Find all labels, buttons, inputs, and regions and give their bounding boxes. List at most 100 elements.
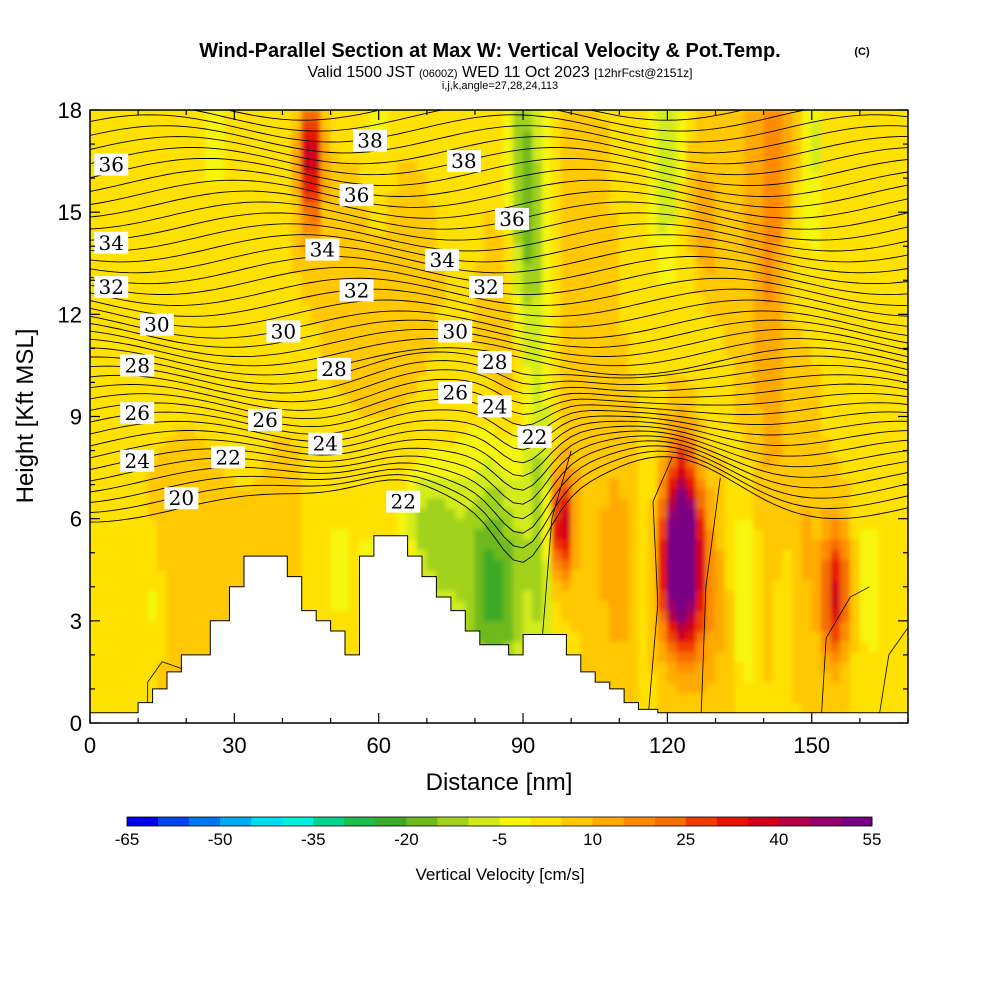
shading-cell (435, 405, 447, 417)
shading-cell (90, 375, 101, 387)
shading-cell (618, 640, 630, 652)
shading-cell (214, 579, 226, 591)
shading-cell (840, 303, 851, 315)
shading-cell (166, 436, 178, 448)
shading-cell (416, 548, 428, 561)
shading-cell (99, 599, 110, 612)
shading-cell (551, 385, 563, 397)
shading-cell (445, 548, 457, 561)
shading-cell (455, 569, 466, 581)
shading-cell (849, 334, 861, 346)
shading-cell (176, 620, 187, 632)
shading-cell (801, 232, 813, 244)
shading-cell (705, 487, 717, 499)
shading-cell (262, 375, 274, 387)
shading-cell (609, 181, 620, 193)
shading-cell (772, 252, 784, 264)
shading-cell (782, 293, 794, 305)
shading-cell (782, 405, 794, 417)
shading-cell (243, 344, 255, 356)
shading-cell (743, 201, 755, 213)
shading-cell (339, 620, 351, 632)
shading-cell (426, 150, 437, 162)
shading-cell (233, 262, 245, 274)
shading-cell (387, 364, 399, 377)
shading-cell (301, 364, 312, 377)
shading-cell (820, 569, 832, 581)
shading-cell (512, 272, 524, 285)
shading-cell (734, 507, 745, 520)
shading-cell (156, 293, 168, 305)
shading-cell (772, 426, 784, 438)
shading-cell (551, 150, 563, 162)
shading-cell (262, 364, 274, 377)
shading-cell (561, 324, 572, 336)
shading-cell (224, 436, 235, 448)
shading-cell (676, 129, 688, 142)
shading-cell (551, 221, 563, 234)
shading-cell (666, 507, 678, 520)
shading-cell (686, 395, 697, 407)
shading-cell (686, 385, 697, 397)
shading-cell (522, 477, 534, 489)
shading-cell (407, 252, 418, 264)
shading-cell (416, 313, 428, 326)
shading-cell (840, 579, 851, 591)
shading-cell (407, 395, 418, 407)
shading-cell (849, 160, 861, 172)
shading-cell (676, 242, 688, 254)
subtitle-date: WED 11 Oct 2023 (462, 64, 590, 81)
shading-cell (281, 497, 293, 509)
shading-cell (137, 671, 149, 683)
shading-cell (464, 201, 476, 213)
shading-cell (811, 140, 822, 152)
shading-cell (676, 640, 688, 652)
shading-cell (647, 283, 659, 295)
shading-cell (541, 150, 553, 162)
shading-cell (561, 242, 572, 254)
shading-cell (849, 324, 861, 336)
shading-cell (869, 538, 880, 550)
shading-cell (378, 242, 389, 254)
shading-cell (570, 150, 582, 162)
shading-cell (695, 283, 707, 295)
shading-cell (243, 436, 255, 448)
shading-cell (647, 640, 659, 652)
shading-cell (811, 436, 822, 448)
shading-cell (320, 129, 332, 142)
shading-cell (840, 507, 851, 520)
shading-cell (387, 211, 399, 223)
shading-cell (455, 283, 466, 295)
shading-cell (628, 252, 640, 264)
shading-cell (638, 334, 649, 346)
shading-cell (416, 497, 428, 509)
shading-cell (541, 181, 553, 193)
shading-cell (724, 303, 736, 315)
shading-cell (330, 140, 341, 152)
shading-cell (137, 221, 149, 234)
shading-cell (484, 170, 495, 183)
shading-cell (503, 334, 514, 346)
shading-cell (580, 589, 591, 601)
shading-cell (493, 150, 505, 162)
shading-cell (108, 691, 120, 704)
shading-cell (657, 702, 668, 714)
shading-cell (147, 426, 158, 438)
shading-cell (570, 630, 582, 642)
shading-cell (358, 446, 370, 458)
shading-cell (185, 456, 197, 469)
shading-cell (90, 221, 101, 234)
shading-cell (763, 640, 774, 652)
shading-cell (695, 579, 707, 591)
shading-cell (204, 221, 216, 234)
shading-cell (609, 426, 620, 438)
shading-cell (435, 283, 447, 295)
shading-cell (339, 395, 351, 407)
shading-cell (464, 211, 476, 223)
shading-cell (830, 559, 842, 571)
shading-cell (426, 477, 437, 489)
shading-cell (820, 262, 832, 274)
shading-cell (310, 129, 322, 142)
shading-cell (118, 681, 129, 693)
shading-cell (368, 426, 380, 438)
